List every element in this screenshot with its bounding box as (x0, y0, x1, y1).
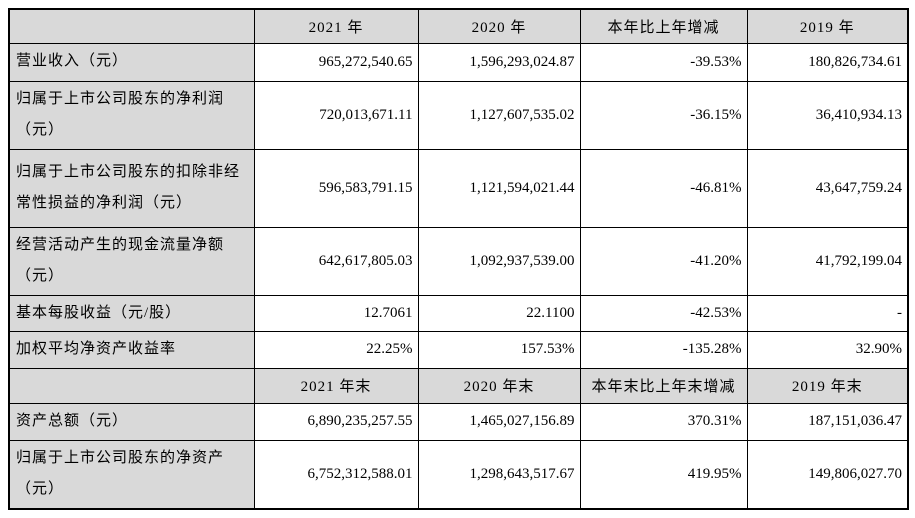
header-blank-cell (8, 8, 255, 44)
row-weighted-avg-roe: 加权平均净资产收益率 22.25% 157.53% -135.28% 32.90… (8, 331, 909, 369)
row-label: 归属于上市公司股东的净利润（元） (8, 80, 255, 150)
header-2019-end: 2019 年末 (746, 367, 909, 404)
cell-2020: 1,298,643,517.67 (417, 439, 581, 509)
cell-2020: 1,121,594,021.44 (417, 148, 581, 228)
cell-2020: 1,596,293,024.87 (417, 42, 581, 82)
cell-change: 419.95% (579, 439, 748, 509)
header-blank-cell (8, 367, 255, 404)
header-yoy-change: 本年比上年增减 (579, 8, 748, 44)
row-net-profit: 归属于上市公司股东的净利润（元） 720,013,671.11 1,127,60… (8, 80, 909, 150)
row-deducted-net-profit: 归属于上市公司股东的扣除非经常性损益的净利润（元） 596,583,791.15… (8, 148, 909, 228)
financial-summary-table: 2021 年 2020 年 本年比上年增减 2019 年 营业收入（元） 965… (8, 8, 909, 510)
cell-2021: 6,752,312,588.01 (253, 439, 419, 509)
header-2020-end: 2020 年末 (417, 367, 581, 404)
row-label: 加权平均净资产收益率 (8, 331, 255, 369)
cell-2020: 22.1100 (417, 294, 581, 332)
cell-change: 370.31% (579, 402, 748, 441)
cell-2019: 149,806,027.70 (746, 439, 909, 509)
cell-2019: 180,826,734.61 (746, 42, 909, 82)
cell-2021: 6,890,235,257.55 (253, 402, 419, 441)
cell-2019: 187,151,036.47 (746, 402, 909, 441)
cell-change: -135.28% (579, 331, 748, 369)
cell-change: -42.53% (579, 294, 748, 332)
cell-2020: 1,127,607,535.02 (417, 80, 581, 150)
cell-2021: 642,617,805.03 (253, 226, 419, 296)
row-basic-eps: 基本每股收益（元/股） 12.7061 22.1100 -42.53% - (8, 294, 909, 332)
cell-2019: 36,410,934.13 (746, 80, 909, 150)
row-operating-cash-flow: 经营活动产生的现金流量净额（元） 642,617,805.03 1,092,93… (8, 226, 909, 296)
header-2020: 2020 年 (417, 8, 581, 44)
header-2021: 2021 年 (253, 8, 419, 44)
cell-2021: 720,013,671.11 (253, 80, 419, 150)
row-operating-revenue: 营业收入（元） 965,272,540.65 1,596,293,024.87 … (8, 42, 909, 82)
yearend-header-row: 2021 年末 2020 年末 本年末比上年末增减 2019 年末 (8, 367, 909, 404)
annual-header-row: 2021 年 2020 年 本年比上年增减 2019 年 (8, 8, 909, 44)
cell-2019: 43,647,759.24 (746, 148, 909, 228)
cell-change: -41.20% (579, 226, 748, 296)
row-label: 基本每股收益（元/股） (8, 294, 255, 332)
header-2019: 2019 年 (746, 8, 909, 44)
cell-2020: 1,465,027,156.89 (417, 402, 581, 441)
cell-2021: 22.25% (253, 331, 419, 369)
header-yearend-change: 本年末比上年末增减 (579, 367, 748, 404)
cell-2020: 157.53% (417, 331, 581, 369)
header-2021-end: 2021 年末 (253, 367, 419, 404)
cell-2021: 12.7061 (253, 294, 419, 332)
row-label: 经营活动产生的现金流量净额（元） (8, 226, 255, 296)
cell-2021: 965,272,540.65 (253, 42, 419, 82)
cell-2020: 1,092,937,539.00 (417, 226, 581, 296)
cell-2019: - (746, 294, 909, 332)
cell-2021: 596,583,791.15 (253, 148, 419, 228)
row-total-assets: 资产总额（元） 6,890,235,257.55 1,465,027,156.8… (8, 402, 909, 441)
cell-change: -39.53% (579, 42, 748, 82)
row-label: 归属于上市公司股东的扣除非经常性损益的净利润（元） (8, 148, 255, 228)
cell-2019: 32.90% (746, 331, 909, 369)
cell-change: -46.81% (579, 148, 748, 228)
cell-change: -36.15% (579, 80, 748, 150)
row-label: 营业收入（元） (8, 42, 255, 82)
cell-2019: 41,792,199.04 (746, 226, 909, 296)
row-label: 归属于上市公司股东的净资产（元） (8, 439, 255, 509)
row-net-assets: 归属于上市公司股东的净资产（元） 6,752,312,588.01 1,298,… (8, 439, 909, 509)
row-label: 资产总额（元） (8, 402, 255, 441)
